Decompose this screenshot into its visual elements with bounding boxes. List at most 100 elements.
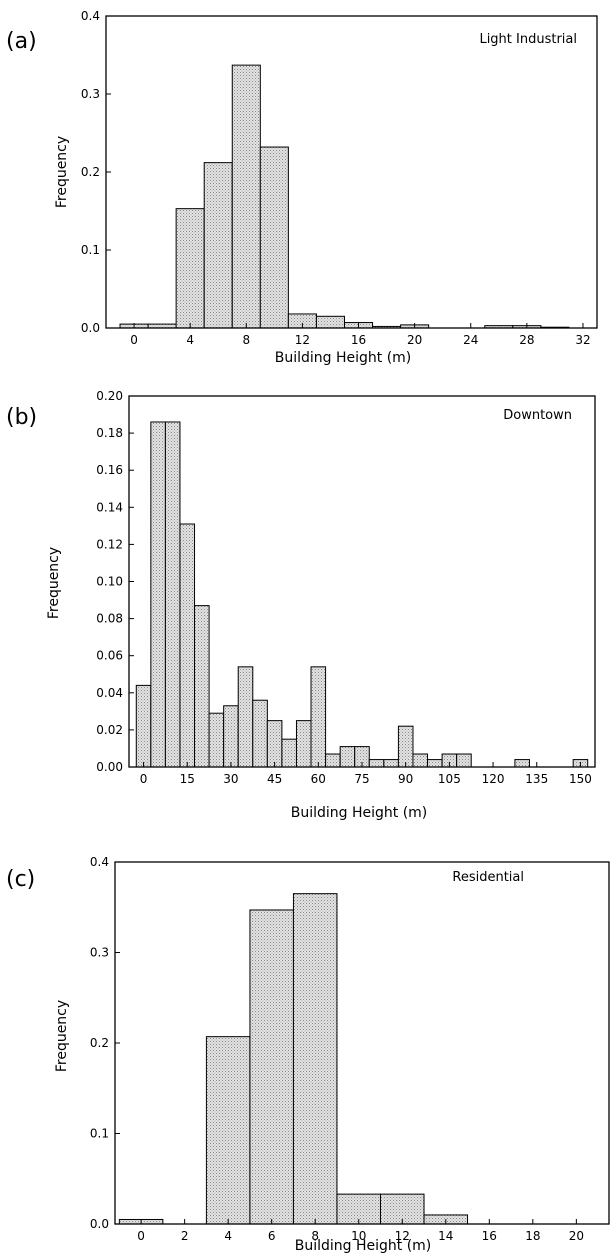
y-axis-label: Frequency (54, 1000, 70, 1072)
histogram-bar (292, 893, 338, 1225)
y-tick-label: 0.2 (81, 165, 100, 179)
x-tick-label: 18 (525, 1229, 540, 1243)
panel-label: (a) (6, 29, 37, 54)
y-tick-label: 0.1 (81, 243, 100, 257)
y-tick-label: 0.4 (90, 855, 109, 869)
bars (119, 64, 570, 329)
plot-frame (114, 861, 610, 1225)
histogram-bar (259, 146, 289, 329)
y-tick-label: 0.18 (96, 426, 123, 440)
x-tick-label: 75 (354, 772, 369, 786)
ticks: 0 15 30 45 60 75 90 105 120 135 150 0.00 0.02 0.04 0.0… (96, 389, 592, 786)
y-tick-label: 0.3 (90, 946, 109, 960)
x-tick-label: 10 (351, 1229, 366, 1243)
x-tick-label: 4 (224, 1229, 232, 1243)
x-tick-label: 0 (130, 333, 138, 347)
y-tick-label: 0.4 (81, 9, 100, 23)
histogram-bar (164, 421, 181, 768)
histogram-bar (339, 746, 356, 768)
histogram-bar (252, 699, 268, 768)
x-tick-label: 12 (395, 1229, 410, 1243)
x-tick-label: 2 (181, 1229, 189, 1243)
x-tick-label: 0 (140, 772, 148, 786)
histogram-bar (194, 605, 210, 768)
y-tick-label: 0.00 (96, 760, 123, 774)
panel-annotation: Residential (452, 870, 524, 885)
panel-b: (b) Downtown Building Height (m) Frequen… (6, 389, 596, 821)
x-tick-label: 0 (137, 1229, 145, 1243)
histogram-bar (150, 421, 166, 768)
y-tick-label: 0.2 (90, 1036, 109, 1050)
ticks: 0 2 4 6 8 10 12 14 16 18 20 0.0 0.1 0.2 0.3 0.4 (90, 855, 584, 1243)
histogram-bar (368, 759, 385, 768)
y-tick-label: 0.0 (81, 321, 100, 335)
histogram-bar (135, 684, 152, 768)
histogram-bar (310, 666, 327, 768)
histogram-bar (237, 666, 254, 768)
histogram-bar (208, 712, 225, 768)
plot-frame (128, 395, 596, 768)
y-tick-label: 0.3 (81, 87, 100, 101)
x-tick-label: 45 (267, 772, 282, 786)
panel-annotation: Downtown (503, 408, 572, 423)
panel-annotation: Light Industrial (479, 32, 577, 47)
y-tick-label: 0.08 (96, 612, 123, 626)
x-axis-label: Building Height (m) (291, 805, 428, 821)
panel-c: (c) Residential Building Height (m) Freq… (6, 855, 610, 1254)
histogram-bar (281, 738, 297, 768)
histogram-bar (249, 909, 294, 1225)
x-tick-label: 16 (351, 333, 366, 347)
y-tick-label: 0.16 (96, 463, 123, 477)
ticks: 0 4 8 12 16 20 24 28 32 0.0 0.1 0.2 0.3 0.4 (81, 9, 591, 347)
histogram-bar (266, 720, 283, 768)
y-tick-label: 0.0 (90, 1217, 109, 1231)
x-tick-label: 16 (482, 1229, 497, 1243)
x-tick-label: 14 (438, 1229, 453, 1243)
y-axis-label: Frequency (46, 547, 62, 619)
y-tick-label: 0.14 (96, 500, 123, 514)
x-axis-label: Building Height (m) (275, 350, 412, 366)
x-tick-label: 150 (569, 772, 592, 786)
bars (135, 421, 589, 768)
x-tick-label: 60 (311, 772, 326, 786)
y-axis-label: Frequency (54, 136, 70, 208)
y-tick-label: 0.02 (96, 723, 123, 737)
histogram-bar (397, 725, 414, 768)
x-tick-label: 15 (180, 772, 195, 786)
histogram-bar (412, 753, 429, 768)
y-tick-label: 0.20 (96, 389, 123, 403)
x-tick-label: 24 (463, 333, 478, 347)
panel-label: (b) (6, 405, 37, 430)
y-tick-label: 0.04 (96, 686, 123, 700)
x-tick-label: 135 (525, 772, 548, 786)
histogram-bar (325, 753, 341, 768)
x-tick-label: 28 (519, 333, 534, 347)
histogram-bar (456, 753, 472, 768)
x-tick-label: 120 (482, 772, 505, 786)
histogram-bar (427, 759, 443, 768)
panel-label: (c) (6, 867, 35, 892)
x-tick-label: 20 (407, 333, 422, 347)
x-tick-label: 32 (575, 333, 590, 347)
y-tick-label: 0.06 (96, 649, 123, 663)
x-tick-label: 90 (398, 772, 413, 786)
x-axis-label: Building Height (m) (295, 1238, 432, 1254)
x-tick-label: 105 (438, 772, 461, 786)
histogram-bar (231, 64, 261, 329)
panel-a: (a) Light Industrial Building Height (m)… (6, 9, 598, 366)
x-tick-label: 8 (242, 333, 250, 347)
x-tick-label: 20 (569, 1229, 584, 1243)
histogram-bar (179, 523, 196, 768)
histogram-bar (203, 162, 233, 329)
histogram-bar (383, 759, 399, 768)
bars (118, 893, 469, 1225)
histogram-bar (205, 1036, 251, 1225)
histogram-bar (295, 720, 312, 768)
y-tick-label: 0.12 (96, 537, 123, 551)
histogram-bar (315, 315, 345, 329)
histogram-bar (175, 208, 205, 329)
plot-frame (105, 15, 598, 329)
x-tick-label: 12 (295, 333, 310, 347)
x-tick-label: 30 (223, 772, 238, 786)
